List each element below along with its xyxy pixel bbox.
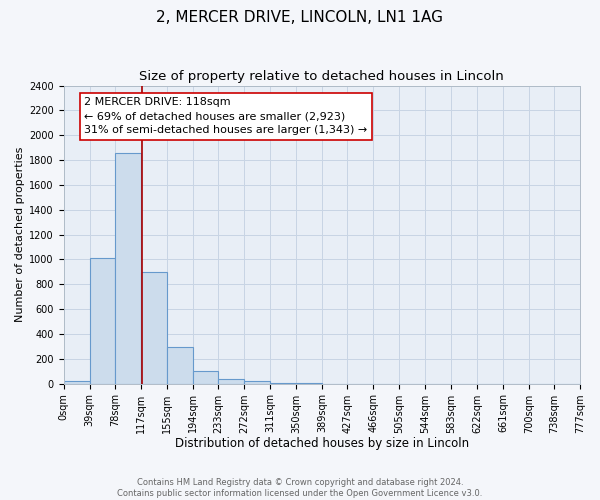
Bar — [218, 378, 244, 384]
Y-axis label: Number of detached properties: Number of detached properties — [15, 147, 25, 322]
Bar — [167, 347, 193, 384]
Bar — [244, 380, 271, 384]
Text: 2, MERCER DRIVE, LINCOLN, LN1 1AG: 2, MERCER DRIVE, LINCOLN, LN1 1AG — [157, 10, 443, 25]
Bar — [115, 152, 142, 384]
Bar — [193, 371, 218, 384]
Title: Size of property relative to detached houses in Lincoln: Size of property relative to detached ho… — [139, 70, 504, 83]
Bar — [64, 380, 89, 384]
Bar — [142, 272, 167, 384]
Bar — [271, 383, 296, 384]
Text: Contains HM Land Registry data © Crown copyright and database right 2024.
Contai: Contains HM Land Registry data © Crown c… — [118, 478, 482, 498]
Bar — [89, 258, 115, 384]
Text: 2 MERCER DRIVE: 118sqm
← 69% of detached houses are smaller (2,923)
31% of semi-: 2 MERCER DRIVE: 118sqm ← 69% of detached… — [84, 98, 368, 136]
X-axis label: Distribution of detached houses by size in Lincoln: Distribution of detached houses by size … — [175, 437, 469, 450]
